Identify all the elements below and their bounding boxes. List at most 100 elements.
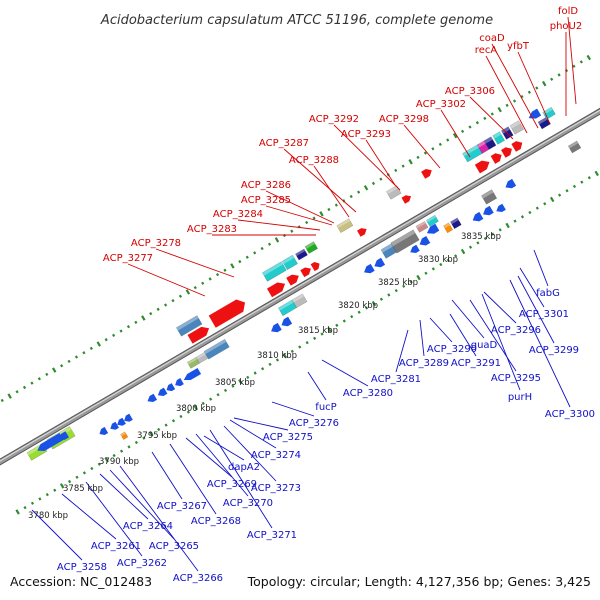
tick-mark [209, 397, 213, 401]
gene-box [443, 222, 454, 234]
tick-mark [439, 262, 443, 267]
tick-mark [89, 346, 93, 351]
gene-feature [124, 413, 133, 422]
reverse-leader-line [85, 481, 143, 557]
reverse-leader-line [483, 291, 517, 324]
gene-box-shine [492, 131, 502, 139]
reverse-gene-label: ACP_3274 [251, 450, 301, 461]
tick-mark [275, 358, 280, 362]
kbp-label: 3830 kbp [418, 255, 458, 265]
accession-text: Accession: NC_012483 [10, 574, 152, 589]
forward-leader-line [265, 190, 335, 224]
reverse-leader-line [481, 293, 521, 391]
tick-mark [454, 254, 458, 258]
tick-mark [364, 306, 369, 310]
tick-mark [550, 77, 554, 81]
gene-box [542, 106, 556, 120]
forward-leader-line [403, 124, 441, 169]
reverse-gene-label: ACP_3267 [157, 501, 207, 512]
tick-mark [201, 281, 205, 285]
reverse-leader-line [533, 249, 549, 287]
tick-mark [387, 293, 391, 297]
tick-mark [535, 206, 539, 210]
reverse-gene-label: fabG [536, 288, 560, 299]
gene-feature [58, 431, 69, 440]
gene-feature [281, 316, 293, 327]
tick-mark [357, 190, 361, 194]
gene-feature [472, 211, 484, 222]
tick-mark [408, 159, 413, 165]
gene-box-shine [305, 241, 315, 249]
gene-feature [187, 326, 210, 344]
tick-mark [112, 333, 116, 337]
gene-feature [425, 214, 439, 227]
kbp-label: 3785 kbp [63, 484, 103, 494]
gene-box-shine [481, 189, 494, 199]
gene-arrow-forward [401, 195, 412, 204]
tick-mark [468, 245, 473, 249]
tick-mark [216, 393, 220, 397]
tick-mark [171, 298, 175, 303]
tick-mark [238, 259, 242, 264]
forward-gene-label: ACP_3278 [131, 238, 181, 249]
forward-leader-line [265, 205, 333, 226]
tick-mark [527, 90, 531, 94]
reverse-leader-line [229, 419, 277, 449]
gene-box-shine [537, 116, 548, 125]
tick-mark [126, 325, 131, 329]
gene-box [483, 136, 497, 150]
tick-mark [15, 390, 19, 394]
gene-arrow-reverse [183, 367, 202, 381]
gene-arrow-forward [511, 141, 523, 152]
gene-arrow-forward [357, 228, 367, 237]
tick-mark [267, 242, 272, 246]
gene-arrow-forward [286, 274, 299, 286]
gene-arrow-forward [208, 299, 246, 328]
gene-feature [357, 228, 367, 237]
gene-feature [286, 274, 299, 286]
tick-mark [483, 236, 487, 241]
forward-gene-label: ACP_3306 [445, 86, 495, 97]
reverse-leader-line [451, 299, 485, 339]
gene-feature [99, 426, 109, 435]
tick-mark [586, 54, 591, 61]
tick-mark [68, 479, 72, 484]
gene-box-shine [443, 222, 451, 229]
forward-gene-label: ACP_3293 [341, 129, 391, 140]
gene-box [281, 254, 298, 271]
reverse-gene-label: fucP [315, 402, 336, 413]
gene-arrow-forward [474, 160, 490, 174]
gene-box-shine [415, 221, 426, 229]
forward-leader-line [485, 55, 528, 134]
tick-mark [178, 294, 183, 298]
reverse-leader-line [119, 465, 199, 572]
tick-mark [505, 103, 509, 107]
reverse-leader-line [449, 313, 477, 357]
reverse-strand-labels: ACP_3258 ACP_3261 ACP_3262 ACP_3264 ACP_3265… [57, 288, 595, 584]
forward-leader-line [155, 248, 235, 278]
tick-mark [394, 168, 398, 173]
reverse-leader-line [31, 509, 83, 561]
gene-box-shine [120, 431, 126, 437]
gene-arrow-forward [490, 153, 502, 164]
gene-arrow-reverse [426, 223, 440, 234]
reverse-leader-line [419, 319, 425, 357]
reverse-gene-label: ACP_3271 [247, 530, 297, 541]
gene-feature [415, 220, 429, 233]
gene-feature [542, 106, 556, 120]
forward-gene-label: ACP_3285 [241, 195, 291, 206]
gene-box [425, 214, 439, 227]
gene-box-shine [278, 299, 294, 311]
tick-mark [157, 427, 161, 432]
reverse-leader-line [223, 425, 277, 482]
reverse-leader-line [61, 493, 117, 540]
gene-arrow-reverse [271, 322, 282, 333]
reverse-gene-label: ACP_3269 [207, 479, 257, 490]
tick-mark [67, 359, 71, 364]
reverse-leader-line [517, 275, 555, 344]
tick-mark [580, 180, 584, 184]
tick-mark [37, 377, 41, 381]
gene-box-shine [509, 120, 521, 129]
gene-feature [419, 236, 431, 246]
